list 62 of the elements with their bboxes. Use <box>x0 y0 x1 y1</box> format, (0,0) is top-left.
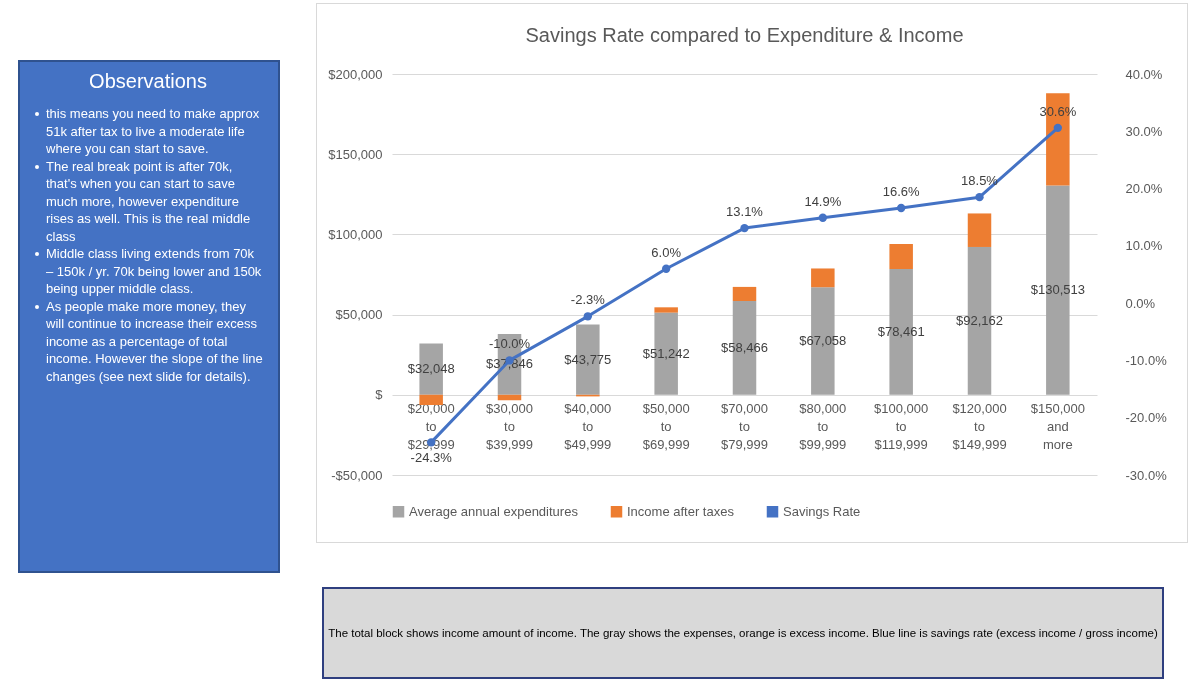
data-label: -2.3% <box>570 292 606 308</box>
chart-title: Savings Rate compared to Expenditure & Income <box>525 24 964 46</box>
y2-tick-label: -30.0% <box>1125 467 1168 483</box>
data-label: -24.3% <box>410 450 453 466</box>
point <box>740 223 749 233</box>
y2-tick-label: 10.0% <box>1125 238 1163 254</box>
y2-tick-label: 20.0% <box>1125 181 1163 197</box>
y2-tick-label: 40.0% <box>1125 66 1163 82</box>
y-tick-label: $50,000 <box>335 307 383 323</box>
y-tick-label: $150,000 <box>328 146 383 162</box>
bar <box>654 307 678 313</box>
text: The real break point is after 70k, that's when you can start to save much more, however expenditure rises as well. This is the real middle class <box>46 158 251 244</box>
legend-label: Savings Rate <box>783 503 861 519</box>
text: Middle class living extends from 70k – 150k / yr. 70k being lower and 150k being upper middle class. <box>46 246 262 296</box>
data-label: 6.0% <box>651 244 682 260</box>
data-label: 18.5% <box>961 173 999 189</box>
text: As people make more money, they will continue to increase their excess income as a percentage of total income. However the slope of the line changes (see next slide for details). <box>46 298 263 384</box>
x-tick-label: $50,000 to $69,999 <box>642 401 690 453</box>
point <box>896 203 906 213</box>
data-label: $67,058 <box>799 333 847 349</box>
bar <box>889 243 913 269</box>
bar <box>732 286 757 302</box>
y-tick-label: $100,000 <box>328 226 383 242</box>
data-label: $32,048 <box>407 361 455 377</box>
y-tick-label: $ <box>375 387 384 403</box>
data-label: $43,775 <box>564 351 612 367</box>
legend-label: Income after taxes <box>627 503 735 519</box>
bar <box>497 394 522 401</box>
y2-tick-label: 30.0% <box>1125 123 1163 139</box>
legend-label: Average annual expenditures <box>409 503 579 519</box>
y2-tick-label: 0.0% <box>1125 295 1156 311</box>
bar <box>967 213 992 247</box>
y2-tick-label: -10.0% <box>1125 352 1168 368</box>
point <box>1053 123 1063 133</box>
bar <box>811 268 835 288</box>
text: Observations <box>88 70 208 93</box>
point <box>583 312 593 321</box>
y-tick-label: $200,000 <box>328 66 383 82</box>
data-label: $130,513 <box>1030 282 1085 298</box>
x-tick-label: $30,000 to $39,999 <box>486 401 533 453</box>
text: this means you need to make approx 51k after tax to live a moderate life where you can start to save. <box>46 106 260 156</box>
data-label: $92,162 <box>956 312 1003 328</box>
x-tick-label: $100,000 to $119,999 <box>874 401 929 453</box>
x-tick-label: $150,000 and more <box>1030 401 1085 453</box>
point <box>661 264 671 273</box>
point <box>818 213 828 222</box>
data-label: $51,242 <box>642 345 690 361</box>
point <box>975 192 984 202</box>
data-label: $58,466 <box>721 339 768 355</box>
x-tick-label: $70,000 to $79,999 <box>721 401 768 453</box>
y-tick-label: -$50,000 <box>331 467 383 483</box>
x-tick-label: $120,000 to $149,999 <box>952 401 1007 453</box>
text: The total block shows income amount of income. The gray shows the expenses, orange is excess income. Blue line is savings rate (excess income / gross income) <box>322 587 1164 679</box>
data-label: 14.9% <box>804 193 842 209</box>
y2-tick-label: -20.0% <box>1125 410 1168 426</box>
data-label: 13.1% <box>726 204 764 220</box>
data-label: 16.6% <box>882 184 921 200</box>
x-tick-label: $80,000 to $99,999 <box>799 401 847 453</box>
bar <box>419 394 443 405</box>
x-tick-label: $40,000 to $49,999 <box>564 401 612 453</box>
data-label: $78,461 <box>877 323 925 339</box>
x-tick-label: $20,000 to $29,999 <box>407 401 455 453</box>
